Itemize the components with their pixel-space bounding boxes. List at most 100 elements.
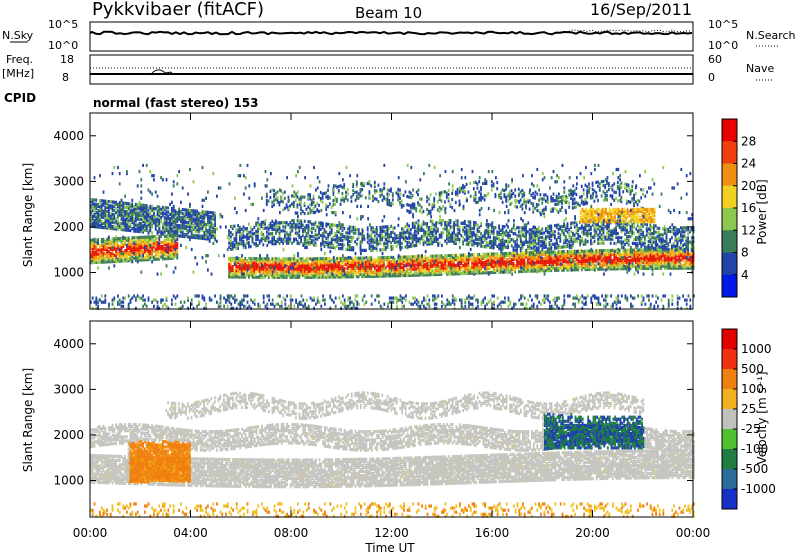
heatmap-cell: [268, 232, 270, 235]
heatmap-cell: [119, 222, 121, 225]
heatmap-cell: [390, 256, 392, 259]
heatmap-cell: [106, 200, 108, 203]
heatmap-cell: [505, 258, 507, 261]
heatmap-cell: [334, 224, 336, 227]
heatmap-cell: [446, 254, 448, 257]
heatmap-cell: [203, 231, 205, 234]
heatmap-cell: [394, 226, 396, 229]
heatmap-cell: [415, 234, 417, 237]
heatmap-cell: [507, 252, 509, 255]
heatmap-cell: [462, 240, 464, 243]
heatmap-cell: [253, 242, 255, 245]
heatmap-cell: [288, 223, 290, 226]
heatmap-cell: [331, 223, 333, 226]
heatmap-cell: [124, 237, 126, 240]
heatmap-cell: [175, 209, 177, 212]
heatmap-cell: [230, 235, 232, 238]
heatmap-cell: [511, 244, 513, 247]
heatmap-cell: [347, 236, 349, 239]
heatmap-cell: [518, 245, 520, 248]
heatmap-cell: [482, 245, 484, 248]
heatmap-cell: [316, 225, 318, 228]
heatmap-cell: [378, 234, 380, 237]
heatmap-cell: [315, 237, 317, 240]
heatmap-cell: [327, 257, 329, 260]
heatmap-cell: [298, 226, 300, 229]
heatmap-cell: [155, 215, 157, 218]
heatmap-cell: [187, 221, 189, 224]
heatmap-cell: [211, 230, 213, 233]
heatmap-cell: [626, 249, 628, 252]
heatmap-cell: [385, 246, 387, 249]
heatmap-cell: [237, 275, 239, 278]
heatmap-cell: [621, 253, 623, 256]
heatmap-cell: [244, 257, 246, 260]
heatmap-cell: [675, 252, 677, 255]
heatmap-cell: [581, 231, 583, 234]
heatmap-cell: [230, 231, 232, 234]
heatmap-cell: [324, 228, 326, 231]
heatmap-cell: [360, 257, 362, 260]
heatmap-cell: [433, 255, 435, 258]
heatmap-cell: [268, 224, 270, 227]
heatmap-cell: [117, 258, 119, 261]
heatmap-cell: [455, 223, 457, 226]
heatmap-cell: [333, 236, 335, 239]
heatmap-cell: [149, 211, 151, 214]
heatmap-cell: [671, 256, 673, 259]
heatmap-cell: [173, 253, 175, 256]
heatmap-cell: [399, 232, 401, 235]
heatmap-cell: [482, 253, 484, 256]
heatmap-cell: [586, 230, 588, 233]
heatmap-cell: [405, 255, 407, 258]
heatmap-cell: [315, 229, 317, 232]
heatmap-cell: [381, 256, 383, 259]
heatmap-cell: [633, 249, 635, 252]
heatmap-cell: [415, 221, 417, 224]
heatmap-cell: [104, 200, 106, 203]
heatmap-cell: [540, 251, 542, 254]
heatmap-cell: [381, 226, 383, 229]
heatmap-cell: [345, 248, 347, 251]
heatmap-cell: [545, 251, 547, 254]
heatmap-cell: [662, 259, 664, 262]
heatmap-cell: [381, 264, 383, 267]
heatmap-cell: [325, 237, 327, 240]
heatmap-cell: [639, 248, 641, 251]
heatmap-cell: [286, 268, 288, 271]
heatmap-cell: [516, 252, 518, 255]
heatmap-cell: [288, 266, 290, 269]
heatmap-cell: [435, 221, 437, 224]
heatmap-cell: [502, 235, 504, 238]
heatmap-cell: [426, 230, 428, 233]
heatmap-cell: [345, 263, 347, 266]
heatmap-cell: [193, 209, 195, 212]
heatmap-cell: [142, 250, 144, 253]
heatmap-cell: [489, 236, 491, 239]
heatmap-cell: [169, 238, 171, 241]
heatmap-cell: [588, 224, 590, 227]
heatmap-cell: [135, 223, 137, 226]
heatmap-cell: [316, 257, 318, 260]
heatmap-cell: [119, 201, 121, 204]
heatmap-cell: [570, 222, 572, 225]
heatmap-cell: [486, 241, 488, 244]
heatmap-cell: [140, 222, 142, 225]
heatmap-cell: [112, 200, 114, 203]
heatmap-cell: [345, 235, 347, 238]
heatmap-cell: [171, 207, 173, 210]
heatmap-cell: [146, 204, 148, 207]
heatmap-cell: [104, 206, 106, 209]
heatmap-cell: [250, 226, 252, 229]
heatmap-cell: [180, 216, 182, 219]
heatmap-cell: [253, 232, 255, 235]
heatmap-cell: [392, 231, 394, 234]
heatmap-cell: [246, 233, 248, 236]
heatmap-cell: [606, 249, 608, 252]
heatmap-cell: [340, 227, 342, 230]
heatmap-cell: [160, 245, 162, 248]
heatmap-cell: [495, 252, 497, 255]
heatmap-cell: [390, 260, 392, 263]
heatmap-cell: [230, 257, 232, 260]
heatmap-cell: [356, 275, 358, 278]
